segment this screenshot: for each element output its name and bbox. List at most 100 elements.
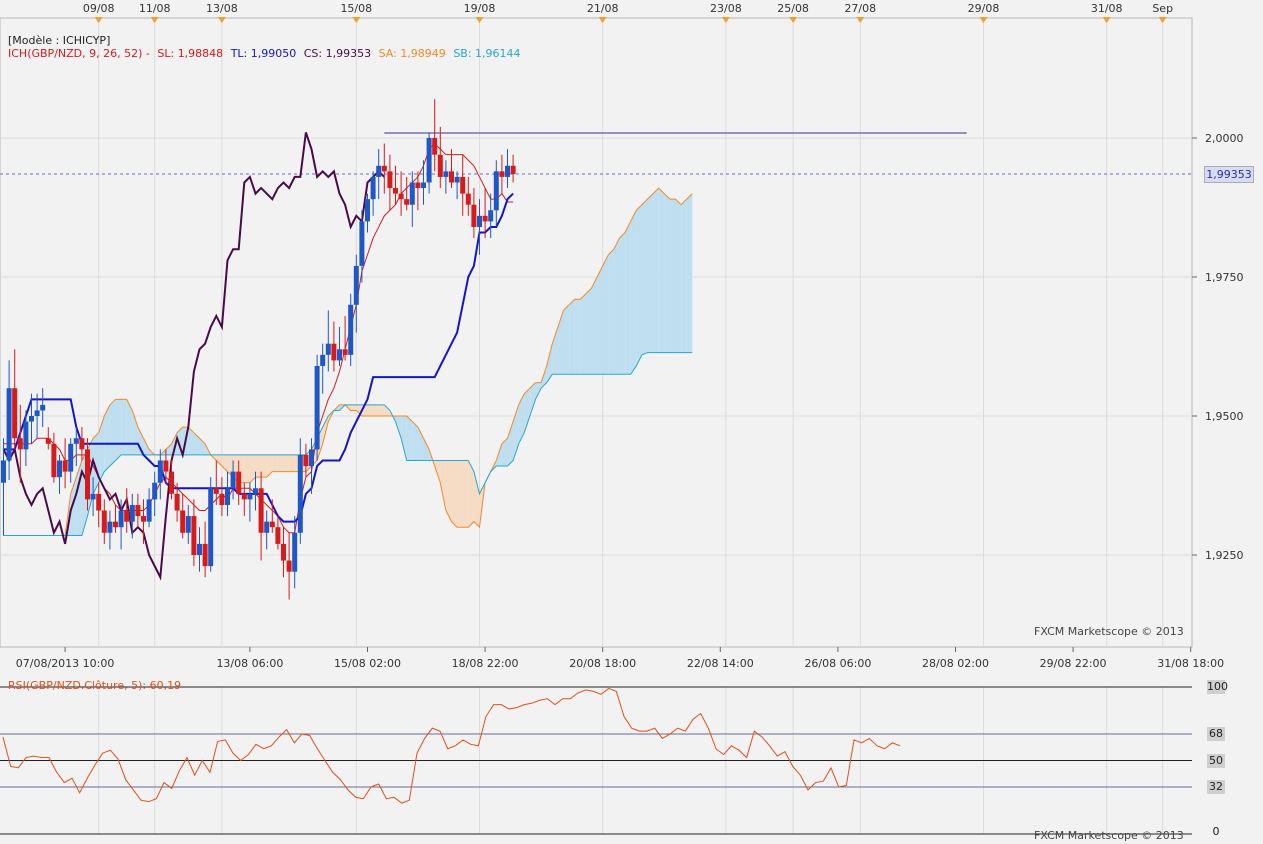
candle-bull: [247, 493, 253, 500]
candle-bull: [146, 499, 152, 522]
candle-bear: [460, 176, 466, 194]
sb-label: SB: 1,96144: [453, 47, 521, 60]
candle-bear: [202, 543, 208, 567]
cloud-segment: [70, 477, 77, 536]
candle-bull: [6, 388, 12, 461]
candle-bull: [68, 443, 74, 472]
cloud-segment: [563, 304, 570, 375]
top-date-label: 25/08: [777, 2, 809, 15]
cloud-segment: [457, 460, 463, 528]
x-tick-label: 29/08 22:00: [1040, 657, 1107, 670]
cloud-segment: [412, 421, 418, 461]
candle-bear: [303, 454, 309, 467]
candle-bull: [505, 165, 510, 177]
candle-bull: [264, 521, 270, 533]
candle-bear: [387, 171, 393, 189]
rsi-title: RSI(GBP/NZD.Clôture, 5): 60,19: [8, 679, 182, 692]
candle-bull: [426, 138, 432, 183]
candle-bear: [432, 138, 438, 155]
cloud-segment: [669, 199, 676, 353]
cloud-segment: [445, 460, 452, 522]
cloud-segment: [501, 438, 508, 467]
cloud-segment: [569, 299, 575, 375]
cloud-segment: [317, 427, 323, 461]
rsi-level-label: 50: [1207, 753, 1225, 768]
candle-bull: [353, 265, 359, 305]
cloud-segment: [613, 238, 620, 375]
top-date-label: 31/08: [1091, 2, 1123, 15]
candle-bear: [135, 504, 141, 517]
candle-bear: [96, 493, 102, 511]
candle-bull: [292, 532, 298, 572]
candle-bear: [404, 199, 410, 205]
rsi-level-label: 100: [1207, 680, 1228, 694]
cloud-segment: [664, 193, 670, 353]
candle-bull: [230, 471, 236, 489]
cloud-segment: [507, 421, 514, 467]
cloud-segment: [143, 438, 150, 455]
candle-bull: [421, 182, 426, 189]
top-date-label: 21/08: [587, 2, 619, 15]
rsi-level-label: 0: [1212, 825, 1220, 838]
date-marker: [475, 17, 484, 23]
candle-bull: [197, 543, 202, 555]
candle-bear: [12, 388, 18, 439]
candle-bull: [152, 482, 158, 500]
cs-label: CS: 1,99353: [303, 47, 372, 60]
candle-bull: [314, 365, 320, 450]
chikou-line: [2, 132, 386, 581]
candle-bear: [191, 516, 197, 555]
candle-bear: [113, 521, 118, 528]
date-marker: [352, 17, 361, 23]
y-tick-label: 1,9250: [1205, 549, 1244, 562]
cloud-segment: [580, 293, 586, 375]
candle-bull: [320, 354, 326, 366]
top-date-label: 11/08: [139, 2, 171, 15]
candle-bull: [129, 504, 135, 522]
candle-bull: [23, 421, 29, 450]
candle-bear: [141, 516, 146, 522]
sl-label: SL: 1,98848: [157, 47, 224, 60]
candle-bull: [225, 488, 230, 505]
cloud-segment: [597, 265, 603, 375]
candle-bull: [157, 460, 163, 483]
cloud-segment: [171, 432, 178, 455]
date-marker: [598, 17, 607, 23]
candle-bear: [85, 449, 90, 500]
watermark-rsi: FXCM Marketscope © 2013: [1034, 829, 1184, 842]
cloud-segment: [591, 277, 598, 375]
x-tick-label: 18/08 22:00: [452, 657, 519, 670]
model-label: [Modèle : ICHICYP]: [8, 34, 111, 47]
cloud-segment: [115, 399, 122, 461]
top-date-label: 27/08: [844, 2, 876, 15]
rsi-level-label: 68: [1207, 727, 1225, 742]
cloud-segment: [98, 416, 105, 483]
cloud-segment: [272, 454, 278, 472]
candle-bear: [275, 527, 281, 544]
candle-bull: [208, 488, 214, 567]
cloud-segment: [552, 327, 558, 375]
candle-bull: [443, 171, 449, 177]
candle-bull: [118, 510, 124, 528]
cloud-segment: [261, 454, 267, 478]
cloud-segment: [473, 471, 480, 528]
candle-bull: [297, 454, 303, 533]
cloud-segment: [289, 454, 295, 472]
cloud-segment: [193, 432, 200, 455]
cloud-segment: [249, 454, 256, 483]
candle-bear: [124, 510, 130, 522]
top-date-label: Sep: [1152, 2, 1173, 15]
candle-bear: [471, 204, 477, 227]
x-tick-label: 28/08 02:00: [922, 657, 989, 670]
date-marker: [979, 17, 988, 23]
candle-bear: [381, 165, 387, 172]
x-tick-label: 13/08 06:00: [216, 657, 283, 670]
candle-bear: [174, 493, 180, 511]
candles: [1, 99, 516, 600]
x-tick-label: 15/08 02:00: [334, 657, 401, 670]
cloud-segment: [658, 188, 665, 353]
rsi-panel: [0, 686, 1192, 835]
candle-bull: [365, 199, 370, 222]
cloud-segment: [350, 404, 357, 411]
